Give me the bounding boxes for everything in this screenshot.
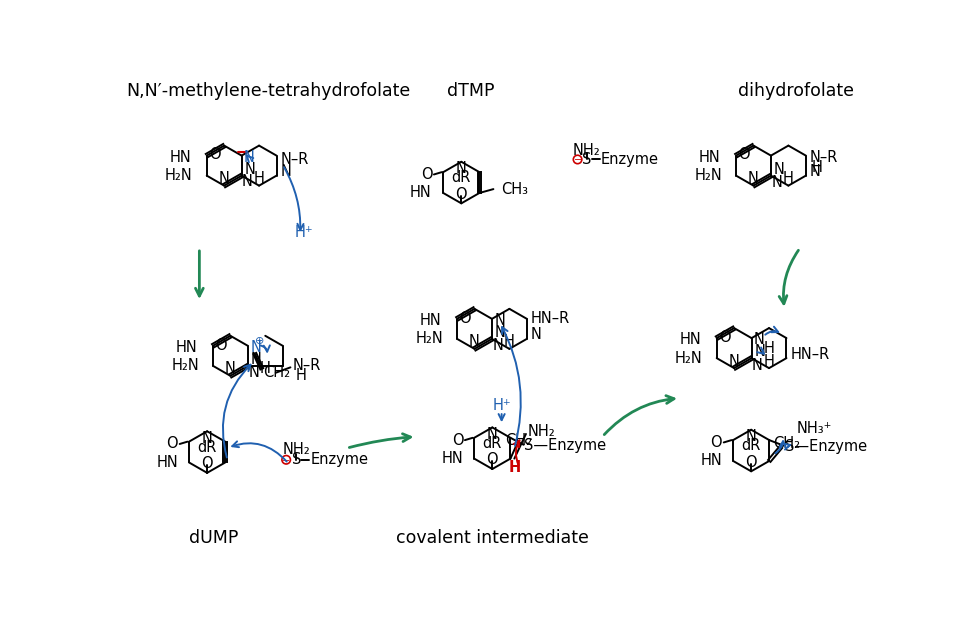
Text: HN–R: HN–R [791,347,830,362]
Text: S—Enzyme: S—Enzyme [785,439,867,454]
Text: N: N [748,171,759,186]
Text: dihydrofolate: dihydrofolate [738,82,854,100]
Text: N: N [249,365,259,380]
Text: NH₃⁺: NH₃⁺ [797,421,832,436]
Text: N: N [755,345,765,359]
Text: CH₂: CH₂ [263,365,291,380]
Text: HN: HN [680,332,701,347]
Text: dR: dR [483,436,502,451]
Text: dR: dR [742,439,760,454]
Text: covalent intermediate: covalent intermediate [396,529,589,547]
Text: N: N [281,163,292,179]
Text: N: N [218,171,230,186]
Text: −: − [573,155,582,165]
Text: N: N [809,163,821,179]
Text: N: N [487,427,498,442]
Text: N: N [242,174,253,189]
Text: H₂N: H₂N [165,168,193,183]
Text: O: O [459,311,471,326]
Text: H: H [508,460,521,475]
Text: dUMP: dUMP [188,529,238,547]
Text: H: H [783,171,794,186]
Text: N–R: N–R [292,358,321,373]
Text: N: N [494,313,505,328]
Text: S: S [292,452,301,467]
Text: HN: HN [170,150,191,164]
Text: N: N [251,340,261,355]
Text: HN: HN [700,454,722,468]
Text: O: O [421,167,432,182]
Text: H₂N: H₂N [694,168,722,183]
Text: CH₃: CH₃ [501,182,528,197]
Text: O: O [167,437,178,452]
Text: CH₂: CH₂ [505,434,531,449]
Text: O: O [451,432,463,447]
Text: N: N [456,161,467,176]
Text: S—Enzyme: S—Enzyme [525,438,606,453]
Text: O: O [455,187,467,202]
Text: H₂N: H₂N [675,351,703,366]
Text: CH₂: CH₂ [773,435,800,450]
Text: HN: HN [410,186,432,201]
Text: O: O [201,456,213,471]
Text: O: O [738,148,750,163]
Text: N–R: N–R [809,150,838,166]
Text: HN: HN [699,150,721,164]
Text: H₂N: H₂N [415,331,443,346]
Text: N,N′-methylene-tetrahydrofolate: N,N′-methylene-tetrahydrofolate [126,82,410,100]
Text: HN: HN [176,340,197,355]
Text: O: O [209,148,220,163]
Text: H⁺: H⁺ [294,225,313,240]
Text: O: O [711,435,722,450]
Text: N: N [746,429,757,444]
Text: H₂N: H₂N [172,358,199,373]
Text: N–R: N–R [281,152,309,167]
Text: HN: HN [156,455,178,470]
Text: H: H [260,361,271,376]
Text: O: O [745,455,757,470]
Text: O: O [719,330,730,345]
Text: dTMP: dTMP [447,82,494,100]
Text: N: N [202,430,213,445]
Text: H: H [295,368,307,383]
Text: ⊕: ⊕ [254,336,264,346]
Text: N: N [245,162,255,177]
Text: H⁺: H⁺ [492,398,511,413]
Text: dR: dR [197,440,216,455]
Text: Enzyme: Enzyme [601,152,659,167]
Text: N: N [469,335,480,350]
Text: O: O [215,338,227,353]
Text: NH₂: NH₂ [283,442,310,457]
Text: H: H [812,159,823,174]
Text: N: N [530,326,541,342]
Text: HN: HN [420,313,442,328]
Text: H: H [763,354,774,369]
Text: O: O [487,452,498,467]
Text: N: N [771,175,782,190]
Text: Enzyme: Enzyme [310,452,369,467]
Text: NH₂: NH₂ [527,424,555,439]
Text: NH₂: NH₂ [573,143,601,158]
Text: N: N [495,325,506,340]
Text: H: H [763,341,774,356]
Text: N: N [225,361,236,376]
Text: N: N [244,150,254,164]
Text: N: N [492,338,503,353]
Text: dR: dR [451,171,471,186]
Text: N: N [774,162,785,177]
Text: H: H [504,335,515,350]
Text: H: H [254,171,264,186]
Text: N: N [251,352,262,367]
Text: S: S [582,152,592,167]
Text: N: N [754,332,764,347]
Text: HN–R: HN–R [530,312,570,326]
Text: HN: HN [442,451,463,466]
Text: N: N [728,354,740,369]
Text: −: − [282,455,291,465]
Text: N: N [752,358,762,373]
